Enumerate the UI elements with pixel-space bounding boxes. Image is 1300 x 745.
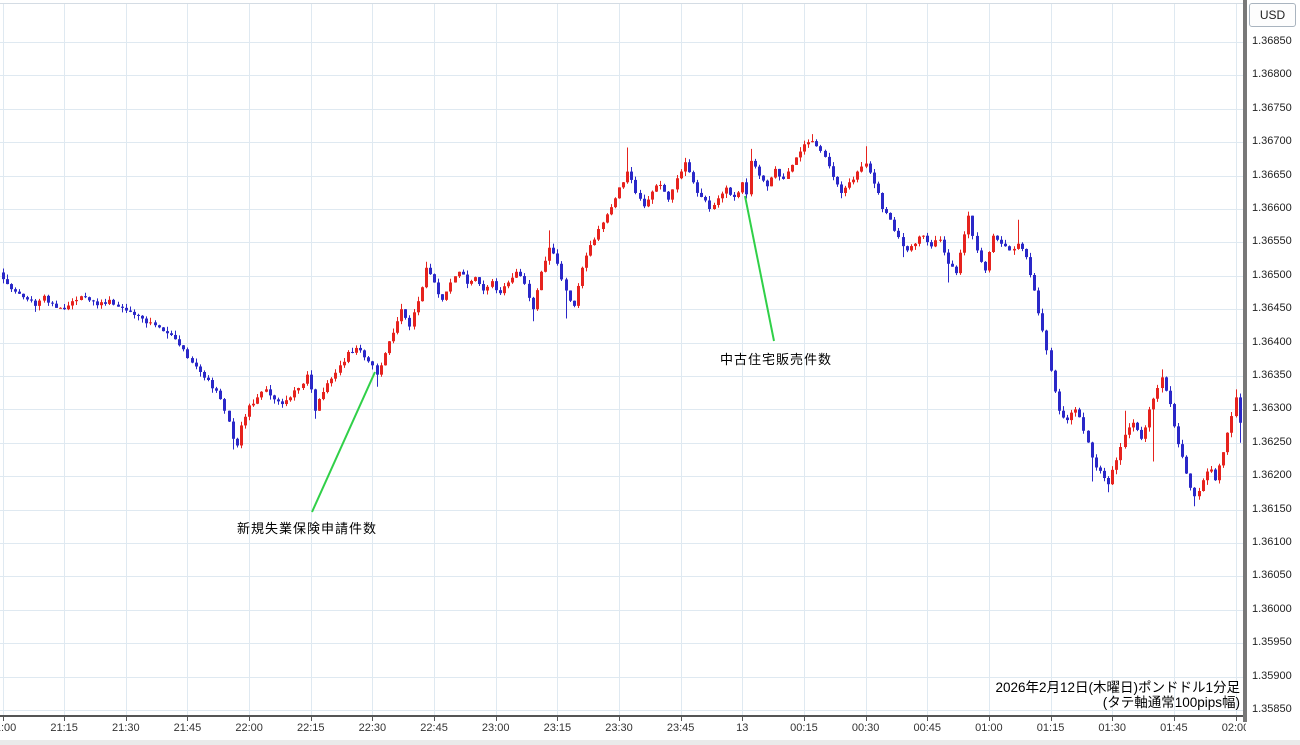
price-label: 1.36550 xyxy=(1252,235,1292,248)
price-axis: USD 1.36850 1.36800 1.36750 1.36700 1.36650 1… xyxy=(1247,0,1300,745)
candles-plot[interactable] xyxy=(0,0,1243,715)
window-bottom-edge xyxy=(0,740,1300,745)
time-tick xyxy=(742,717,743,721)
price-label: 1.35950 xyxy=(1252,636,1292,649)
time-tick xyxy=(989,717,990,721)
time-tick xyxy=(249,717,250,721)
time-label: 22:30 xyxy=(358,722,387,734)
candlestick-chart[interactable]: 新規失業保険申請件数 中古住宅販売件数 2026年2月12日(木曜日)ポンドドル… xyxy=(0,0,1243,715)
time-tick xyxy=(311,717,312,721)
currency-label[interactable]: USD xyxy=(1249,3,1296,27)
time-tick xyxy=(1112,717,1113,721)
chart-top-border xyxy=(0,3,1243,4)
price-label: 1.36050 xyxy=(1252,569,1292,582)
time-tick xyxy=(1051,717,1052,721)
chart-title-date: 2026年2月12日(木曜日)ポンドドル1分足 xyxy=(995,680,1240,695)
price-label: 1.36100 xyxy=(1252,536,1292,548)
price-label: 1.36200 xyxy=(1252,469,1292,482)
time-axis: 21:00 21:15 21:30 21:45 22:00 22:15 22:30 22:45… xyxy=(0,715,1246,745)
time-tick xyxy=(681,717,682,721)
price-label: 1.36750 xyxy=(1252,101,1292,114)
price-label: 1.35900 xyxy=(1252,669,1292,682)
time-label: 21:45 xyxy=(173,722,202,734)
price-label: 1.36700 xyxy=(1252,135,1292,148)
time-label: 22:45 xyxy=(420,722,448,734)
annotation-home-sales: 中古住宅販売件数 xyxy=(720,352,833,367)
time-label: 01:30 xyxy=(1098,722,1126,734)
time-label: 00:30 xyxy=(851,722,880,734)
price-label: 1.36850 xyxy=(1252,35,1292,47)
time-label: 01:15 xyxy=(1036,722,1065,734)
time-tick xyxy=(3,717,4,721)
time-label: 22:15 xyxy=(296,722,325,734)
time-label: 23:15 xyxy=(543,722,572,734)
time-axis-line xyxy=(0,715,1243,717)
chart-footer: 2026年2月12日(木曜日)ポンドドル1分足 (タテ軸通常100pips幅) xyxy=(995,680,1240,710)
price-label: 1.36000 xyxy=(1252,602,1292,615)
price-label: 1.36150 xyxy=(1252,502,1292,515)
time-tick xyxy=(804,717,805,721)
time-tick xyxy=(619,717,620,721)
time-tick xyxy=(1236,717,1237,721)
price-label: 1.36450 xyxy=(1252,302,1292,315)
time-label: 13 xyxy=(736,722,749,734)
chart-axis-note: (タテ軸通常100pips幅) xyxy=(1102,694,1240,710)
time-label: 02:00 xyxy=(1221,722,1246,734)
time-tick xyxy=(187,717,188,721)
time-label: 00:15 xyxy=(790,722,818,734)
price-label: 1.36600 xyxy=(1252,202,1292,214)
time-tick xyxy=(64,717,65,721)
time-label: 23:30 xyxy=(605,722,633,734)
price-label: 1.36300 xyxy=(1252,402,1292,415)
price-label: 1.36650 xyxy=(1252,168,1292,181)
time-label: 21:15 xyxy=(50,722,78,734)
price-label: 1.36800 xyxy=(1252,68,1292,81)
price-label: 1.36400 xyxy=(1252,335,1292,348)
price-label: 1.36250 xyxy=(1252,435,1292,448)
time-tick xyxy=(927,717,928,721)
time-tick xyxy=(372,717,373,721)
time-label: 23:45 xyxy=(666,722,695,734)
time-tick xyxy=(496,717,497,721)
time-tick xyxy=(557,717,558,721)
time-label: 21:00 xyxy=(0,722,17,734)
price-label: 1.36500 xyxy=(1252,268,1292,281)
time-label: 01:45 xyxy=(1160,722,1188,734)
price-label: 1.35850 xyxy=(1252,703,1292,715)
time-label: 21:30 xyxy=(112,722,140,734)
time-label: 23:00 xyxy=(481,722,510,734)
time-label: 22:00 xyxy=(235,722,263,734)
time-tick xyxy=(866,717,867,721)
time-label: 01:00 xyxy=(975,722,1003,734)
time-tick xyxy=(434,717,435,721)
time-tick xyxy=(126,717,127,721)
price-axis-scrollbar[interactable] xyxy=(1243,0,1247,722)
time-label: 00:45 xyxy=(913,722,942,734)
time-tick xyxy=(1174,717,1175,721)
annotation-jobless-claims: 新規失業保険申請件数 xyxy=(237,521,378,536)
price-label: 1.36350 xyxy=(1252,369,1292,381)
